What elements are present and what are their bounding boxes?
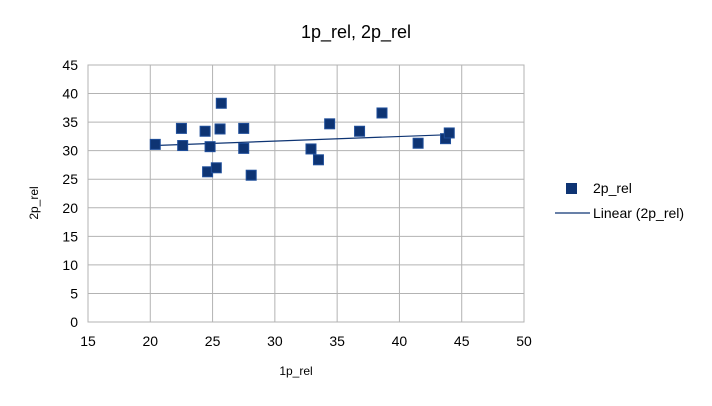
data-point — [210, 162, 222, 174]
data-point — [149, 138, 161, 150]
trendline-layer — [155, 134, 450, 147]
chart-title: 1p_rel, 2p_rel — [301, 22, 411, 43]
y-tick-label: 45 — [62, 57, 78, 73]
y-tick-label: 5 — [70, 285, 78, 301]
data-point — [354, 125, 366, 137]
data-point — [245, 169, 257, 181]
data-point — [305, 143, 317, 155]
data-points — [149, 97, 455, 181]
y-tick-label: 25 — [62, 171, 78, 187]
x-axis-label: 1p_rel — [279, 364, 312, 378]
gridlines — [87, 64, 525, 323]
data-point — [175, 122, 187, 134]
data-point — [324, 118, 336, 130]
y-tick-label: 20 — [62, 200, 78, 216]
data-point — [204, 141, 216, 153]
plot-area — [87, 64, 525, 323]
legend-label-series: 2p_rel — [593, 180, 632, 196]
tick-labels: 15 20 25 30 35 40 45 50 0 5 10 15 20 25 30 35 40 45 — [62, 57, 532, 349]
y-tick-label: 30 — [62, 143, 78, 159]
data-point — [376, 107, 388, 119]
y-axis-label: 2p_rel — [27, 186, 41, 219]
x-tick-label: 50 — [516, 333, 532, 349]
legend: 2p_rel Linear (2p_rel) — [555, 180, 684, 221]
x-tick-label: 25 — [205, 333, 221, 349]
x-tick-label: 15 — [80, 333, 96, 349]
data-point — [412, 137, 424, 149]
data-point — [214, 123, 226, 135]
y-tick-label: 40 — [62, 86, 78, 102]
data-point — [238, 142, 250, 154]
data-point — [238, 122, 250, 134]
data-point — [312, 154, 324, 166]
data-point — [177, 140, 189, 152]
y-tick-label: 15 — [62, 228, 78, 244]
y-tick-label: 10 — [62, 257, 78, 273]
data-point — [215, 97, 227, 109]
data-point — [199, 125, 211, 137]
trendline — [155, 134, 450, 147]
y-tick-label: 0 — [70, 314, 78, 330]
legend-label-trendline: Linear (2p_rel) — [593, 205, 684, 221]
y-tick-label: 35 — [62, 114, 78, 130]
data-point — [443, 127, 455, 139]
x-tick-label: 20 — [142, 333, 158, 349]
x-tick-label: 35 — [329, 333, 345, 349]
x-tick-label: 30 — [267, 333, 283, 349]
x-tick-label: 40 — [392, 333, 408, 349]
legend-marker-series — [566, 183, 577, 194]
x-tick-label: 45 — [454, 333, 470, 349]
